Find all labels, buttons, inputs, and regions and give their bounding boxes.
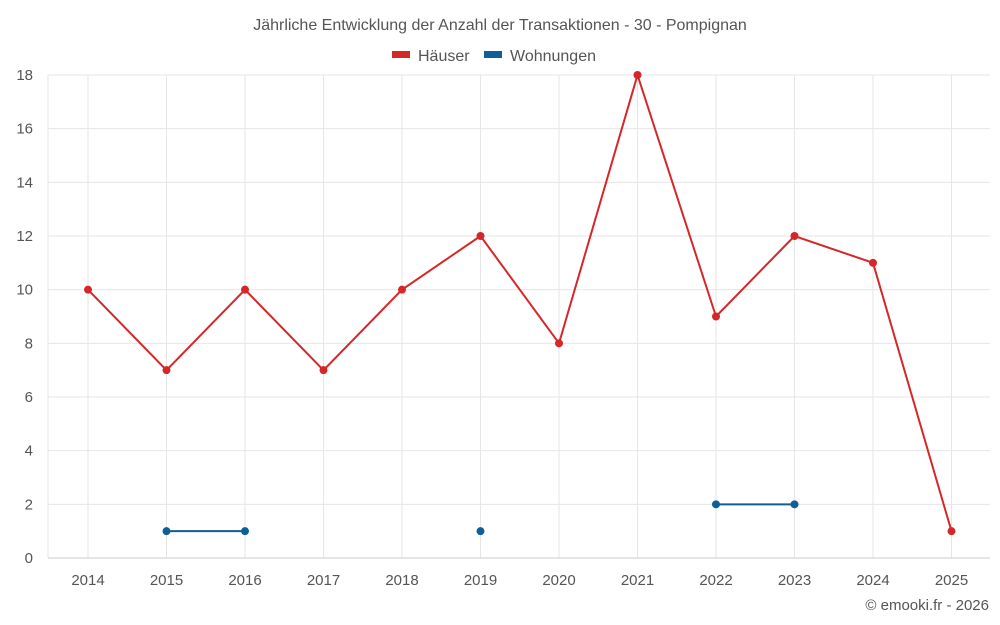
x-tick-label: 2015 (150, 572, 183, 589)
y-tick-label: 8 (25, 335, 33, 352)
x-tick-label: 2016 (228, 572, 261, 589)
y-tick-label: 4 (25, 443, 33, 460)
data-point[interactable] (555, 339, 563, 348)
x-tick-label: 2019 (464, 572, 497, 589)
x-tick-label: 2022 (699, 572, 732, 589)
x-tick-label: 2018 (385, 572, 418, 589)
chart-title: Jährliche Entwicklung der Anzahl der Tra… (253, 17, 747, 34)
data-point[interactable] (162, 366, 171, 375)
series-line-segment (87, 71, 953, 532)
data-point[interactable] (790, 232, 799, 240)
series-wohnungen (162, 500, 799, 536)
y-tick-label: 10 (16, 282, 33, 299)
data-point[interactable] (947, 527, 956, 536)
y-tick-label: 14 (16, 174, 33, 191)
x-tick-label: 2017 (307, 572, 340, 589)
y-axis-ticks: 0 2 4 6 8 10 12 14 16 18 (16, 67, 33, 567)
gridlines (47, 74, 990, 558)
series-haeuser (84, 71, 956, 536)
data-point[interactable] (476, 527, 485, 536)
data-point[interactable] (398, 285, 406, 294)
x-tick-label: 2024 (856, 572, 889, 589)
data-point[interactable] (712, 312, 720, 321)
legend-label-haeuser: Häuser (418, 48, 470, 65)
data-point[interactable] (633, 71, 642, 79)
y-tick-label: 2 (25, 496, 33, 513)
legend-swatch-haeuser (392, 51, 410, 58)
legend-swatch-wohnungen (484, 51, 502, 58)
y-tick-label: 12 (16, 228, 33, 245)
y-tick-label: 16 (16, 121, 33, 138)
data-point[interactable] (319, 366, 328, 375)
data-point[interactable] (241, 285, 249, 294)
x-tick-label: 2014 (71, 572, 104, 589)
data-point[interactable] (84, 285, 92, 294)
data-point[interactable] (869, 258, 877, 267)
data-point[interactable] (162, 527, 171, 536)
data-point[interactable] (790, 500, 799, 509)
x-tick-label: 2023 (778, 572, 811, 589)
data-point[interactable] (712, 500, 720, 509)
legend: Häuser Wohnungen (392, 48, 596, 65)
credit-text: © emooki.fr - 2026 (865, 597, 989, 614)
legend-label-wohnungen: Wohnungen (510, 48, 596, 65)
x-tick-label: 2021 (621, 572, 654, 589)
x-axis-ticks: 2014 2015 2016 2017 2018 2019 2020 2021 2022 2023… (71, 572, 968, 589)
y-tick-label: 6 (25, 389, 33, 406)
data-point[interactable] (241, 527, 249, 536)
series-layer (84, 71, 956, 536)
x-tick-label: 2025 (935, 572, 968, 589)
y-tick-label: 18 (16, 67, 33, 84)
y-tick-label: 0 (25, 550, 33, 567)
data-point[interactable] (476, 232, 485, 240)
x-tick-label: 2020 (542, 572, 575, 589)
